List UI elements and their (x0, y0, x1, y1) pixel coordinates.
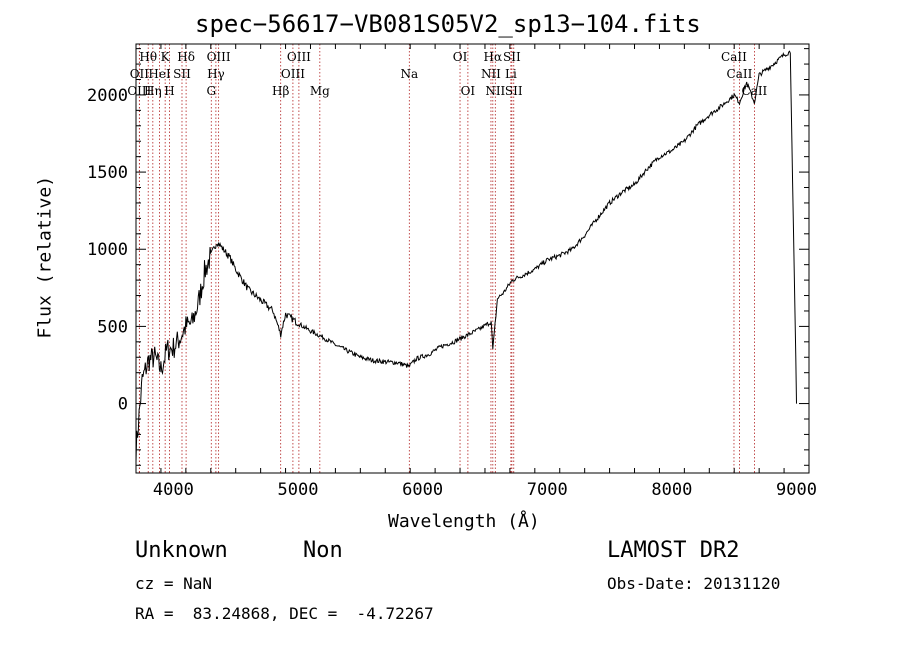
spectrum-line (135, 50, 797, 463)
x-tick-label: 9000 (776, 480, 817, 500)
line-label-20: NII (481, 67, 501, 81)
line-label-13: OIII (287, 50, 311, 64)
line-label-22: SII (503, 50, 521, 64)
line-label-23: Li (505, 67, 517, 81)
line-label-14: OIII (281, 67, 305, 81)
x-tick-label: 7000 (527, 480, 568, 500)
x-tick-label: 5000 (278, 480, 319, 500)
line-label-15: Mg (310, 84, 330, 98)
line-label-2: OIII (127, 84, 151, 98)
y-tick-label: 0 (118, 395, 128, 415)
line-label-18: OI (461, 84, 476, 98)
coordinates: RA = 83.24868, DEC = -4.72267 (135, 604, 434, 623)
line-label-4: HeI (148, 67, 171, 81)
line-label-12: Hβ (272, 84, 289, 98)
x-tick-label: 4000 (153, 480, 194, 500)
object-subclass: Non (303, 538, 343, 563)
line-label-25: CaII (721, 50, 747, 64)
line-label-19: Hα (484, 50, 503, 64)
line-label-8: Hδ (177, 50, 195, 64)
cz-value: cz = NaN (135, 574, 213, 593)
line-label-0: Hθ (139, 50, 157, 64)
line-label-9: OIII (207, 50, 231, 64)
line-label-11: G (206, 84, 216, 98)
line-label-6: H (164, 84, 174, 98)
x-tick-label: 6000 (402, 480, 443, 500)
line-label-7: SII (173, 67, 191, 81)
plot-frame (135, 43, 810, 474)
line-label-17: OI (453, 50, 468, 64)
line-label-10: Hγ (207, 67, 225, 81)
chart-title: spec−56617−VB081S05V2_sp13−104.fits (195, 10, 701, 38)
object-class: Unknown (135, 538, 228, 563)
obs-date: Obs-Date: 20131120 (607, 574, 781, 593)
line-label-5: K (161, 50, 171, 64)
line-label-26: CaII (727, 67, 753, 81)
line-label-3: Hη (144, 84, 162, 98)
y-tick-label: 500 (97, 317, 128, 337)
x-axis-label: Wavelength (Å) (388, 511, 540, 532)
y-tick-label: 1500 (87, 163, 128, 183)
survey-label: LAMOST DR2 (607, 538, 740, 563)
y-tick-label: 2000 (87, 86, 128, 106)
y-tick-label: 1000 (87, 240, 128, 260)
line-label-21: NII (485, 84, 505, 98)
line-label-27: CaII (741, 84, 767, 98)
line-label-16: Na (400, 67, 418, 81)
line-label-1: OII (130, 67, 150, 81)
x-tick-label: 8000 (651, 480, 692, 500)
line-label-24: SII (505, 84, 523, 98)
